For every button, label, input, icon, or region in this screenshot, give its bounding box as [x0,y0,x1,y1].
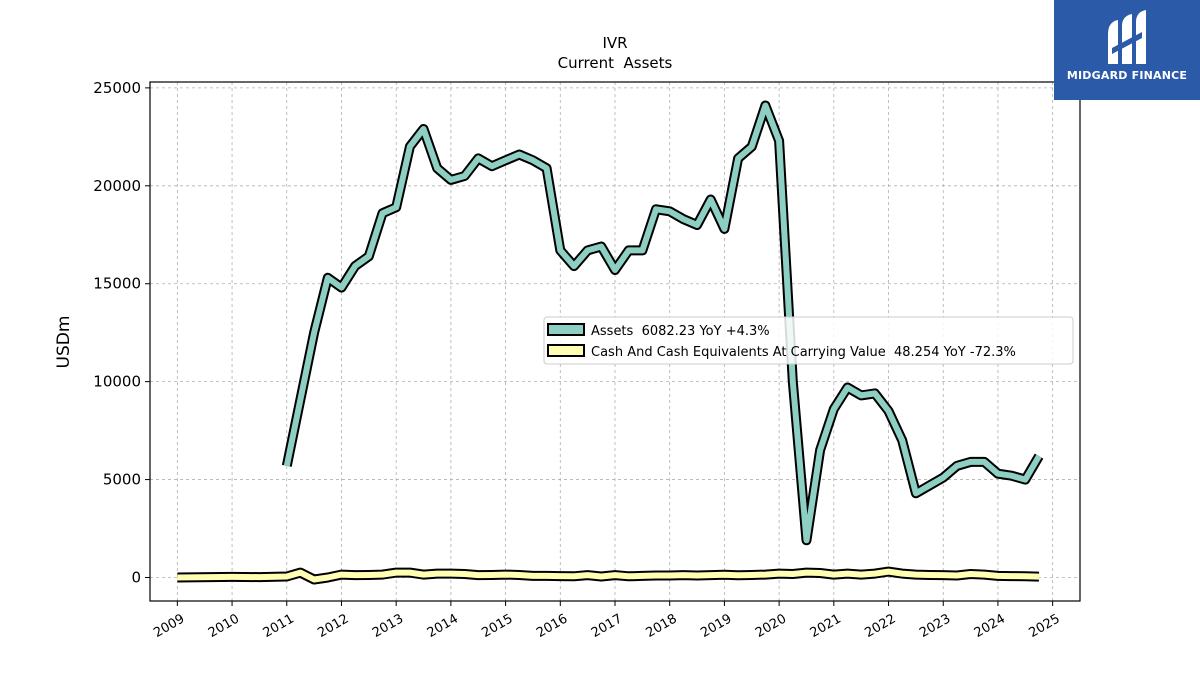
x-axis: 2009 2010 2011 2012 2013 2014 2015 2016 2017 2018… [151,601,1063,641]
series-line [177,568,1040,583]
x-tick-label: 2013 [370,611,406,641]
legend-swatch [547,323,585,336]
x-tick-label: 2015 [479,611,515,641]
y-axis-label: USDm [54,316,74,369]
x-tick-label: 2017 [589,611,625,641]
legend-entry: Assets 6082.23 YoY +4.3% [591,324,770,339]
y-tick-label: 0 [131,568,141,586]
x-tick-label: 2009 [151,611,187,641]
y-axis: 0 5000 10000 15000 20000 25000 [93,79,150,586]
y-tick-label: 10000 [93,373,141,391]
x-tick-label: 2022 [862,611,898,641]
y-tick-label: 5000 [103,471,141,489]
x-tick-label: 2023 [917,611,953,641]
x-tick-label: 2014 [425,611,461,641]
y-tick-label: 25000 [93,79,141,97]
x-tick-label: 2024 [972,611,1008,641]
series-line [283,102,1042,544]
chart-title: IVR [602,34,627,52]
midgard-m-icon [1108,10,1146,64]
brand-name: MIDGARD FINANCE [1066,69,1188,82]
x-tick-label: 2025 [1026,611,1062,641]
x-tick-label: 2016 [534,611,570,641]
legend: Assets 6082.23 YoY +4.3% Cash And Cash Eq… [543,316,1074,365]
x-tick-label: 2010 [206,611,242,641]
x-tick-label: 2012 [315,611,351,641]
series-layer [177,100,1044,585]
y-tick-label: 15000 [93,275,141,293]
y-tick-label: 20000 [93,177,141,195]
chart-subtitle: Current Assets [558,54,673,72]
legend-box [543,316,1074,365]
legend-swatch [547,344,585,357]
x-tick-label: 2011 [261,611,297,641]
x-tick-label: 2019 [698,611,734,641]
legend-entry: Cash And Cash Equivalents At Carrying Va… [591,345,1016,360]
x-tick-label: 2020 [753,611,789,641]
brand-logo: MIDGARD FINANCE [1054,0,1200,100]
x-tick-label: 2018 [644,611,680,641]
x-tick-label: 2021 [808,611,844,641]
